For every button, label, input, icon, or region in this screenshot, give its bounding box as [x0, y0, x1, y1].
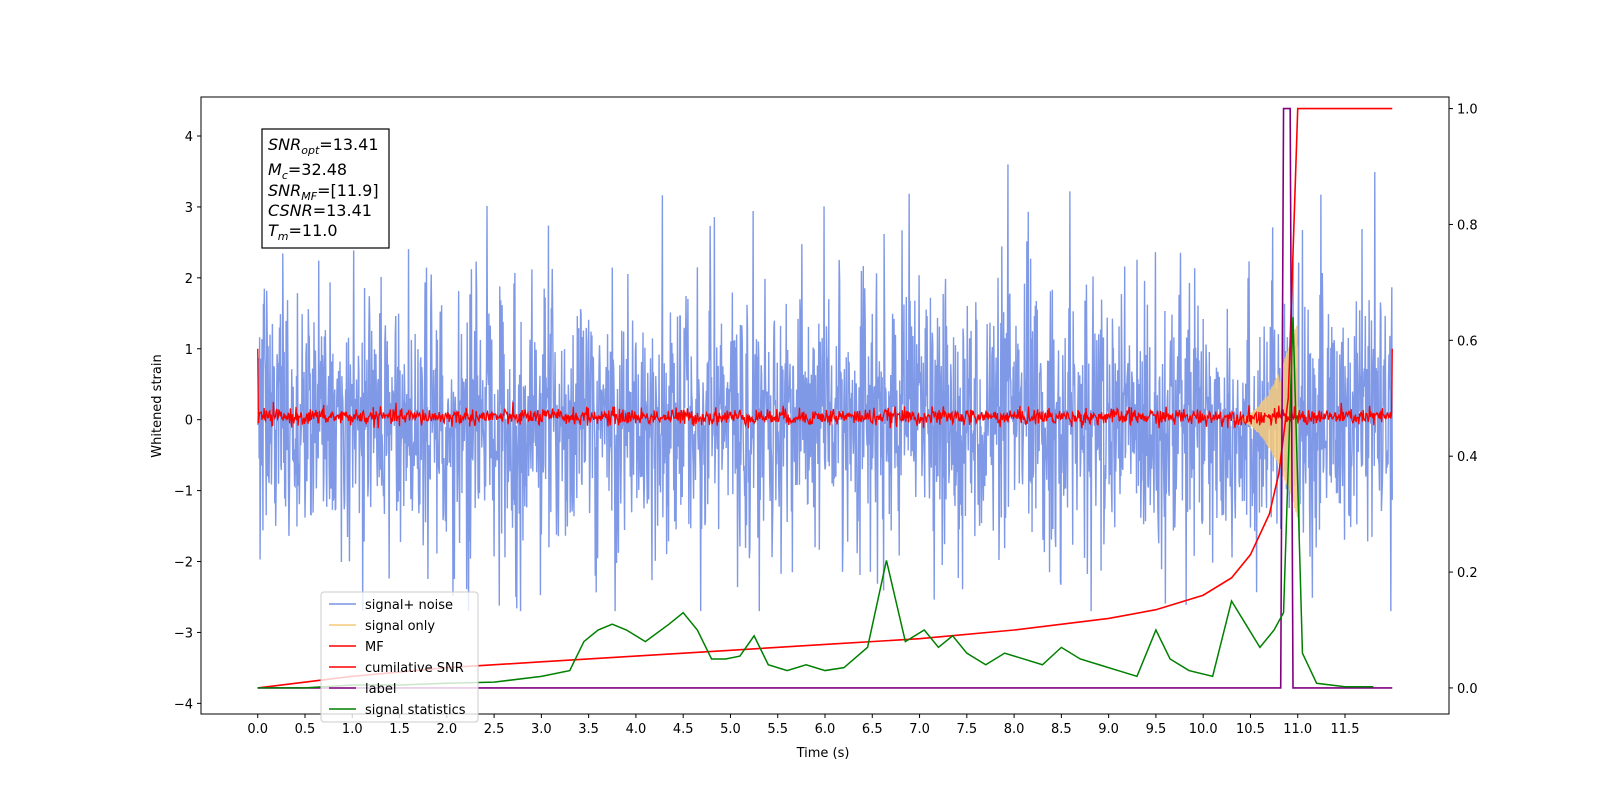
- annotation-snr-mf: SNRMF=[11.9]: [268, 181, 379, 203]
- annotation-tm-value: =11.0: [289, 221, 338, 240]
- annotation-snr-opt: SNRopt=13.41: [268, 135, 379, 157]
- y-tick-label: 1: [185, 343, 193, 358]
- x-tick-label: 4.0: [626, 722, 647, 737]
- annotation-snr-opt-value: =13.41: [319, 135, 378, 154]
- y-tick-label: −2: [174, 556, 193, 571]
- y2-tick-label: 0.4: [1457, 450, 1478, 465]
- legend-frame: [320, 591, 479, 723]
- y-tick-label: −4: [174, 697, 193, 712]
- y-tick-label: −1: [174, 485, 193, 500]
- series-mf: [257, 348, 1393, 429]
- legend-label-mf: MF: [365, 640, 384, 655]
- y-tick-label: 0: [185, 414, 193, 429]
- x-tick-label: 2.0: [436, 722, 457, 737]
- series-label: [257, 107, 1393, 689]
- x-tick-label: 5.0: [720, 722, 741, 737]
- x-tick-label: 6.0: [815, 722, 836, 737]
- series-signal-statistics: [257, 317, 1374, 689]
- x-tick-label: 4.5: [673, 722, 694, 737]
- series-cumulative-snr: [257, 107, 1393, 689]
- legend-label-cumulative-snr: cumilative SNR: [365, 661, 464, 676]
- annotation-snr-mf-value: =[11.9]: [317, 181, 379, 200]
- x-tick-label: 6.5: [862, 722, 883, 737]
- x-axis-label: Time (s): [796, 746, 850, 761]
- x-tick-label: 10.5: [1236, 722, 1265, 737]
- annotation-frame: [261, 128, 390, 249]
- x-tick-label: 5.5: [767, 722, 788, 737]
- annotation-mc: Mc=32.48: [268, 160, 347, 182]
- x-tick-label: 10.0: [1189, 722, 1218, 737]
- x-tick-label: 7.0: [909, 722, 930, 737]
- x-tick-label: 11.0: [1283, 722, 1312, 737]
- legend-label-signal-statistics: signal statistics: [365, 703, 466, 718]
- x-tick-label: 3.5: [578, 722, 599, 737]
- annotation-mc-value: =32.48: [288, 160, 347, 179]
- x-tick-label: 3.0: [531, 722, 552, 737]
- y-tick-label: 3: [185, 201, 193, 216]
- x-tick-label: 7.5: [956, 722, 977, 737]
- annotation-csnr-value: =13.41: [313, 201, 372, 220]
- y2-tick-label: 0.8: [1457, 218, 1478, 233]
- y2-tick-label: 0.2: [1457, 566, 1478, 581]
- x-tick-label: 1.0: [342, 722, 363, 737]
- x-tick-label: 1.5: [389, 722, 410, 737]
- axis-ticks: 0.0 0.5 1.0 1.5 2.0 2.5 3.0 3.5 4.0 4.5 5.0 5.5 6.0 6…: [174, 103, 1478, 737]
- x-tick-label: 8.5: [1051, 722, 1072, 737]
- x-tick-label: 9.5: [1146, 722, 1167, 737]
- y2-tick-label: 1.0: [1457, 103, 1478, 118]
- y2-tick-label: 0.6: [1457, 334, 1478, 349]
- plot-area: [257, 107, 1393, 689]
- annotation-csnr: CSNR=13.41: [268, 201, 372, 220]
- legend-label-label: label: [365, 682, 396, 697]
- y2-tick-label: 0.0: [1457, 682, 1478, 697]
- y-tick-label: 2: [185, 272, 193, 287]
- legend-label-signal-only: signal only: [365, 619, 435, 634]
- x-tick-label: 8.0: [1004, 722, 1025, 737]
- x-tick-label: 0.5: [295, 722, 316, 737]
- y-axis-label: Whitened strain: [150, 354, 165, 457]
- legend-label-signal-noise: signal+ noise: [365, 598, 453, 613]
- x-tick-label: 11.5: [1331, 722, 1360, 737]
- x-tick-label: 2.5: [484, 722, 505, 737]
- y-tick-label: −3: [174, 626, 193, 641]
- annotation-box: SNRopt=13.41 Mc=32.48 SNRMF=[11.9] CSNR=…: [261, 128, 390, 249]
- x-tick-label: 9.0: [1098, 722, 1119, 737]
- annotation-tm: Tm=11.0: [268, 221, 338, 243]
- x-tick-label: 0.0: [247, 722, 268, 737]
- legend: signal+ noise signal only MF cumilative …: [320, 591, 479, 723]
- y-tick-label: 4: [185, 130, 193, 145]
